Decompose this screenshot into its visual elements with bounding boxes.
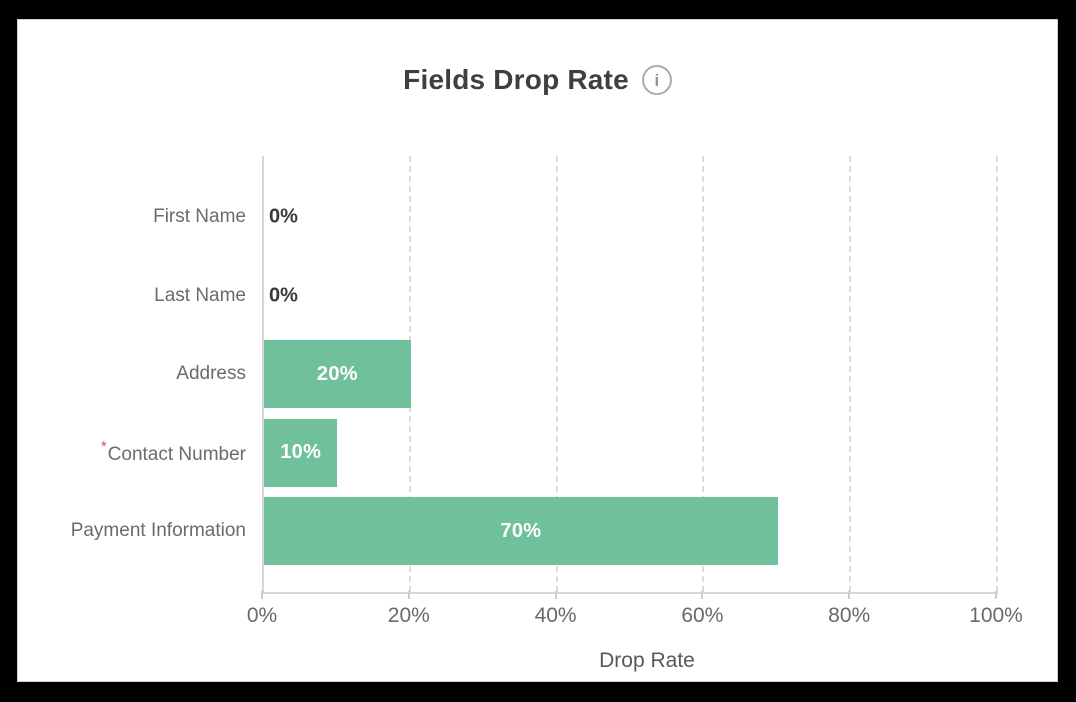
bar-value-label-last-name: 0% bbox=[269, 284, 298, 306]
x-tick-mark bbox=[848, 591, 851, 599]
bar-address[interactable]: 20% bbox=[264, 340, 411, 408]
x-tick-mark bbox=[261, 591, 263, 599]
x-tick-label: 100% bbox=[969, 604, 1023, 627]
category-label-text: Last Name bbox=[154, 284, 246, 306]
info-icon[interactable]: i bbox=[641, 65, 672, 95]
gridline-80 bbox=[849, 156, 852, 592]
x-tick-mark bbox=[995, 591, 997, 599]
gridline-40 bbox=[555, 156, 558, 592]
x-tick-mark bbox=[701, 591, 704, 599]
x-tick-label: 20% bbox=[387, 604, 430, 627]
x-tick-label: 0% bbox=[246, 604, 278, 627]
category-label-text: Payment Information bbox=[70, 520, 246, 541]
x-tick-label: 80% bbox=[828, 604, 871, 627]
category-label-address: Address bbox=[18, 363, 246, 385]
gridline-100 bbox=[996, 156, 998, 592]
required-asterisk: * bbox=[100, 437, 107, 455]
bar-value-label: 20% bbox=[316, 362, 358, 385]
x-tick-label: 60% bbox=[681, 604, 724, 627]
bar-value-label: 10% bbox=[280, 441, 322, 463]
chart-title: Fields Drop Rate bbox=[403, 64, 629, 95]
y-axis-labels: First Name Last Name Address *Contact Numbe… bbox=[18, 156, 246, 592]
category-label-payment-information: Payment Information bbox=[18, 520, 246, 542]
x-axis: 0% 20% 40% 60% 80% 100% bbox=[247, 591, 1023, 639]
x-axis-title: Drop Rate bbox=[599, 649, 695, 672]
chart-card: Fields Drop Rate i First Name Last Name Ad… bbox=[17, 19, 1058, 682]
category-label-text: Address bbox=[176, 363, 246, 384]
category-label-text: First Name bbox=[153, 206, 246, 227]
x-tick-label: 40% bbox=[534, 604, 577, 627]
x-tick-mark bbox=[554, 591, 557, 599]
bar-value-label: 70% bbox=[500, 519, 542, 542]
bar-value-label-first-name: 0% bbox=[269, 205, 298, 228]
gridline-60 bbox=[702, 156, 705, 592]
category-label-first-name: First Name bbox=[18, 206, 246, 228]
category-label-contact-number: *Contact Number bbox=[18, 437, 246, 465]
bar-contact-number[interactable]: 10% bbox=[264, 418, 338, 487]
chart-header: Fields Drop Rate i bbox=[18, 63, 1057, 97]
bar-payment-information[interactable]: 70% bbox=[264, 497, 778, 565]
plot-area: 0% 0% 20% 10% 70% bbox=[262, 156, 998, 594]
x-tick-mark bbox=[407, 591, 410, 599]
category-label-text: Contact Number bbox=[107, 443, 246, 465]
category-label-last-name: Last Name bbox=[18, 285, 246, 307]
